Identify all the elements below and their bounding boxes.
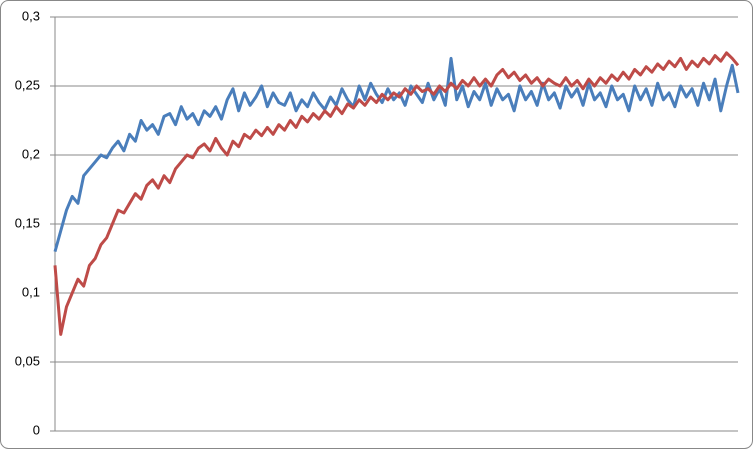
y-tick-label: 0,3 (22, 8, 40, 23)
series-line (53, 51, 740, 336)
y-tick-label: 0,25 (15, 77, 40, 92)
y-tick-label: 0,05 (15, 353, 40, 368)
y-tick-label: 0,15 (15, 215, 40, 230)
y-tick-label: 0 (33, 422, 40, 437)
y-tick-label: 0,1 (22, 284, 40, 299)
y-tick-label: 0,2 (22, 146, 40, 161)
